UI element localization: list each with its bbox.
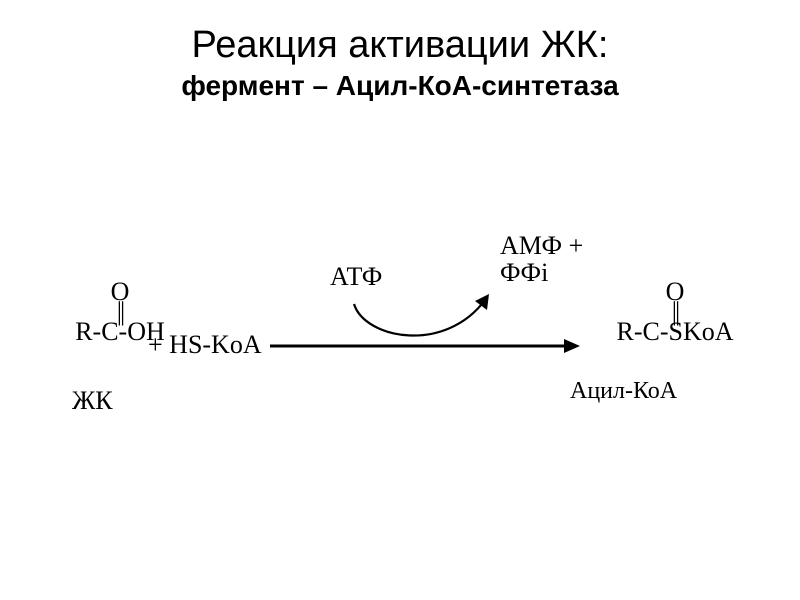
title-line-1: Реакция активации ЖК: (0, 24, 800, 68)
reaction-arrow-icon (270, 294, 580, 374)
amp-line1: АМФ + (500, 232, 583, 259)
product-formula: R-C-SKoA (600, 317, 750, 347)
curved-arrow-icon (354, 300, 485, 336)
title-block: Реакция активации ЖК: фермент – Ацил-КоА… (0, 0, 800, 102)
slide: Реакция активации ЖК: фермент – Ацил-КоА… (0, 0, 800, 600)
arrowhead-main-icon (564, 339, 580, 353)
reactant-name-label: ЖК (72, 386, 113, 416)
product-acyl-coa: O || R-C-SKoA (600, 280, 750, 347)
amp-line2: ФФі (500, 259, 583, 286)
plus-hs-koa: + HS-KoA (148, 330, 262, 360)
reaction-scheme: АТФ АМФ + ФФі O || R-C-OH + HS-KoA O || … (60, 250, 740, 510)
amp-ppi-label: АМФ + ФФі (500, 232, 583, 287)
atp-label: АТФ (330, 262, 382, 292)
title-line-2: фермент – Ацил-КоА-синтетаза (0, 70, 800, 102)
arrowhead-curve-icon (475, 294, 489, 310)
product-name-label: Ацил-КоА (570, 378, 677, 405)
